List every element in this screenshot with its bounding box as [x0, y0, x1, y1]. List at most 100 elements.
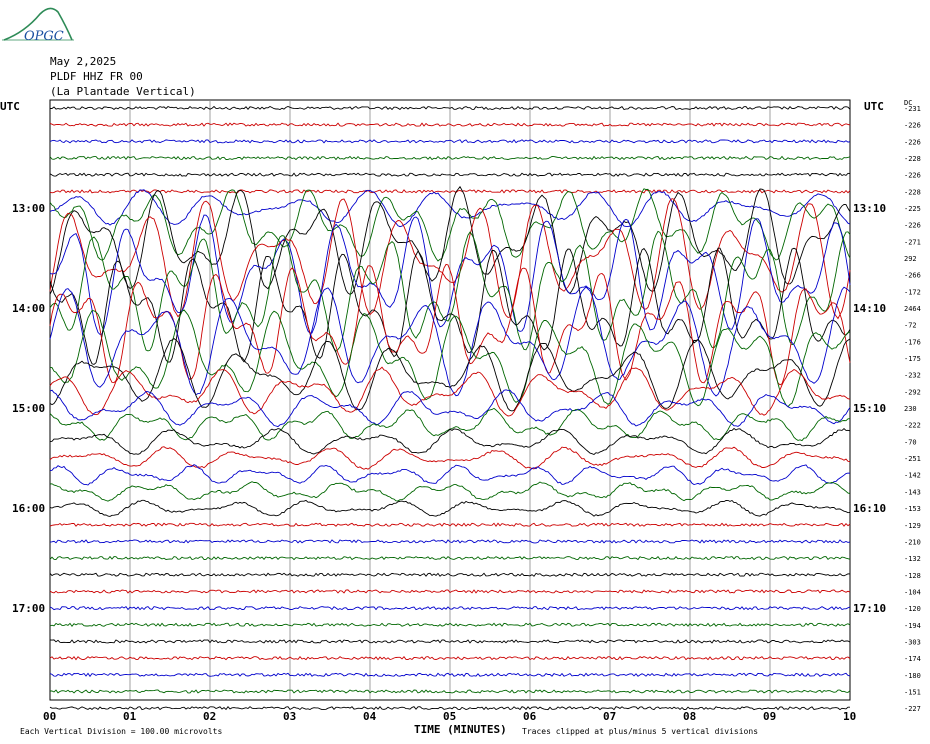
header-date: May 2,2025	[50, 55, 116, 68]
dc-offset-26: -210	[904, 538, 921, 546]
trace-27	[49, 555, 851, 561]
trace-15	[49, 309, 851, 408]
trace-11	[49, 230, 851, 352]
dc-offset-34: -180	[904, 672, 921, 680]
trace-10	[49, 214, 851, 335]
left-time-1500: 15:00	[12, 402, 45, 415]
logo-text: OPGC	[24, 29, 64, 44]
trace-35	[50, 689, 851, 694]
dc-offset-19: -222	[904, 422, 921, 430]
trace-29	[49, 589, 851, 594]
footer-clip: Traces clipped at plus/minus 5 vertical …	[522, 727, 758, 736]
dc-offset-27: -132	[904, 555, 921, 563]
trace-5	[49, 189, 851, 194]
right-time-1510: 15:10	[853, 402, 886, 415]
dc-offset-14: -176	[904, 338, 921, 346]
x-tick-01: 01	[123, 710, 137, 723]
right-time-1310: 13:10	[853, 202, 886, 215]
dc-label: DC	[904, 99, 912, 107]
dc-offset-18: 230	[904, 405, 917, 413]
trace-22	[49, 464, 851, 486]
dc-offset-23: -143	[904, 488, 921, 496]
dc-offset-16: -232	[904, 372, 921, 380]
trace-0	[50, 105, 851, 111]
trace-3	[49, 155, 851, 161]
trace-25	[49, 522, 851, 527]
header-location: (La Plantade Vertical)	[50, 85, 196, 98]
dc-offset-21: -251	[904, 455, 921, 463]
dc-offset-6: -225	[904, 205, 921, 213]
dc-offset-11: -172	[904, 288, 921, 296]
dc-offset-20: -70	[904, 438, 917, 446]
dc-offset-36: -227	[904, 705, 921, 713]
left-time-1400: 14:00	[12, 302, 45, 315]
dc-offset-29: -104	[904, 588, 921, 596]
trace-17	[49, 366, 851, 417]
trace-30	[49, 605, 851, 611]
dc-offset-1: -226	[904, 122, 921, 130]
trace-33	[49, 655, 851, 661]
trace-2	[49, 139, 851, 144]
trace-34	[49, 672, 851, 678]
trace-13	[49, 263, 851, 386]
x-tick-07: 07	[603, 710, 616, 723]
dc-offset-12: 2464	[904, 305, 921, 313]
trace-12	[49, 247, 851, 365]
trace-31	[49, 622, 851, 627]
dc-offset-9: 292	[904, 255, 917, 263]
dc-offset-33: -174	[904, 655, 921, 663]
footer-scale: Each Vertical Division = 100.00 microvol…	[20, 727, 222, 736]
dc-offset-25: -129	[904, 522, 921, 530]
dc-offset-24: -153	[904, 505, 921, 513]
x-tick-06: 06	[523, 710, 537, 723]
x-tick-09: 09	[763, 710, 776, 723]
x-tick-labels: 00 01 02 03 04 05 06 07 08 09 10	[43, 710, 856, 723]
dc-offset-0: -231	[904, 105, 921, 113]
x-tick-08: 08	[683, 710, 696, 723]
trace-36	[49, 705, 850, 711]
left-axis-title: UTC	[0, 100, 20, 113]
trace-14	[49, 286, 851, 397]
dc-offset-2: -226	[904, 138, 921, 146]
trace-23	[49, 481, 851, 502]
x-tick-05: 05	[443, 710, 456, 723]
trace-6	[49, 189, 851, 228]
trace-9	[49, 198, 851, 320]
trace-20	[49, 427, 851, 456]
dc-offset-28: -128	[904, 572, 921, 580]
dc-offset-35: -151	[904, 688, 921, 696]
x-tick-03: 03	[283, 710, 296, 723]
dc-offset-labels: -231 -226 -226 -228 -226 -228 -225 -226 -271 292 -…	[904, 105, 921, 713]
dc-offset-7: -226	[904, 222, 921, 230]
seismic-traces	[49, 105, 851, 711]
left-time-1300: 13:00	[12, 202, 45, 215]
trace-16	[49, 338, 851, 412]
left-time-1700: 17:00	[12, 602, 45, 615]
dc-offset-10: -266	[904, 272, 921, 280]
trace-32	[49, 639, 851, 644]
trace-1	[49, 122, 851, 127]
right-time-1410: 14:10	[853, 302, 886, 315]
dc-offset-5: -228	[904, 188, 921, 196]
right-time-labels: 13:10 14:10 15:10 16:10 17:10	[853, 202, 886, 615]
dc-offset-22: -142	[904, 472, 921, 480]
x-tick-02: 02	[203, 710, 216, 723]
trace-4	[49, 172, 851, 177]
vertical-gridlines	[129, 100, 771, 700]
dc-offset-31: -194	[904, 622, 921, 630]
right-axis-title: UTC	[864, 100, 884, 113]
left-time-1600: 16:00	[12, 502, 45, 515]
right-time-1710: 17:10	[853, 602, 886, 615]
trace-18	[49, 389, 851, 428]
dc-offset-3: -228	[904, 155, 921, 163]
dc-offset-8: -271	[904, 238, 921, 246]
trace-28	[49, 572, 851, 577]
dc-offset-32: -303	[904, 638, 921, 646]
dc-offset-30: -120	[904, 605, 921, 613]
x-axis-label: TIME (MINUTES)	[414, 723, 507, 736]
trace-26	[49, 539, 851, 544]
mountain-logo-icon	[2, 7, 74, 41]
x-tick-10: 10	[843, 710, 856, 723]
dc-offset-4: -226	[904, 172, 921, 180]
